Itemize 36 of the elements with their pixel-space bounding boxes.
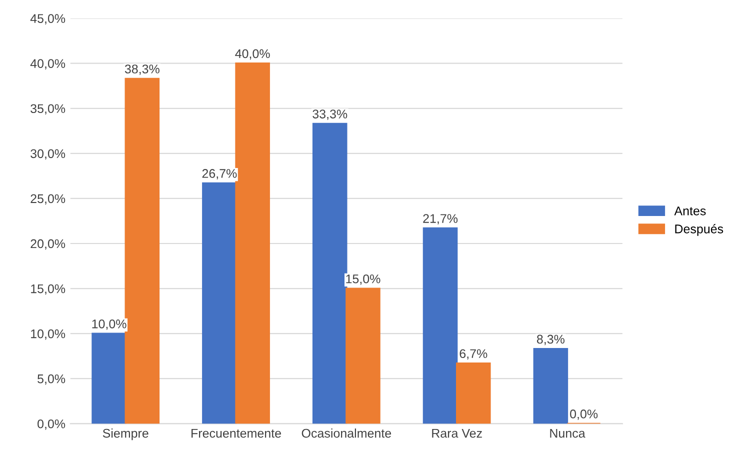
y-tick-label: 0,0% [38,419,66,430]
bar [422,227,458,424]
y-tick-label: 15,0% [31,284,66,295]
legend-label: Después [675,224,724,236]
y-tick-label: 10,0% [31,329,66,340]
data-label: 33,3% [312,110,348,120]
data-label: 38,3% [124,64,160,75]
y-tick-label: 35,0% [30,104,66,115]
y-tick-label: 25,0% [30,194,66,205]
bar [533,348,568,424]
y-tick-label: 45,0% [30,14,66,24]
x-tick-label: Siempre [102,428,148,440]
x-tick-label: Ocasionalmente [302,428,392,438]
data-label: 6,7% [460,349,488,360]
bar [312,122,348,424]
y-tick-label: 40,0% [30,59,66,70]
bar [346,288,380,424]
y-tick-label: 20,0% [30,239,66,250]
bar [456,362,491,424]
bar [235,62,270,424]
y-tick-label: 5,0% [38,374,66,385]
data-label: 10,0% [92,319,126,330]
data-label: 8,3% [536,334,564,346]
data-label: 21,7% [423,214,458,224]
bar [92,332,126,424]
x-tick-label: Nunca [550,428,586,438]
data-label: 26,7% [202,169,237,180]
legend-label: Antes [674,206,706,216]
bar [202,182,237,424]
data-label: 40,0% [235,49,270,60]
x-tick-label: Frecuentemente [192,428,281,438]
x-tick-label: Rara Vez [432,428,482,438]
y-tick-label: 30,0% [30,149,66,160]
bar [124,78,160,424]
data-label: 0,0% [570,410,598,420]
data-label: 15,0% [346,274,380,285]
